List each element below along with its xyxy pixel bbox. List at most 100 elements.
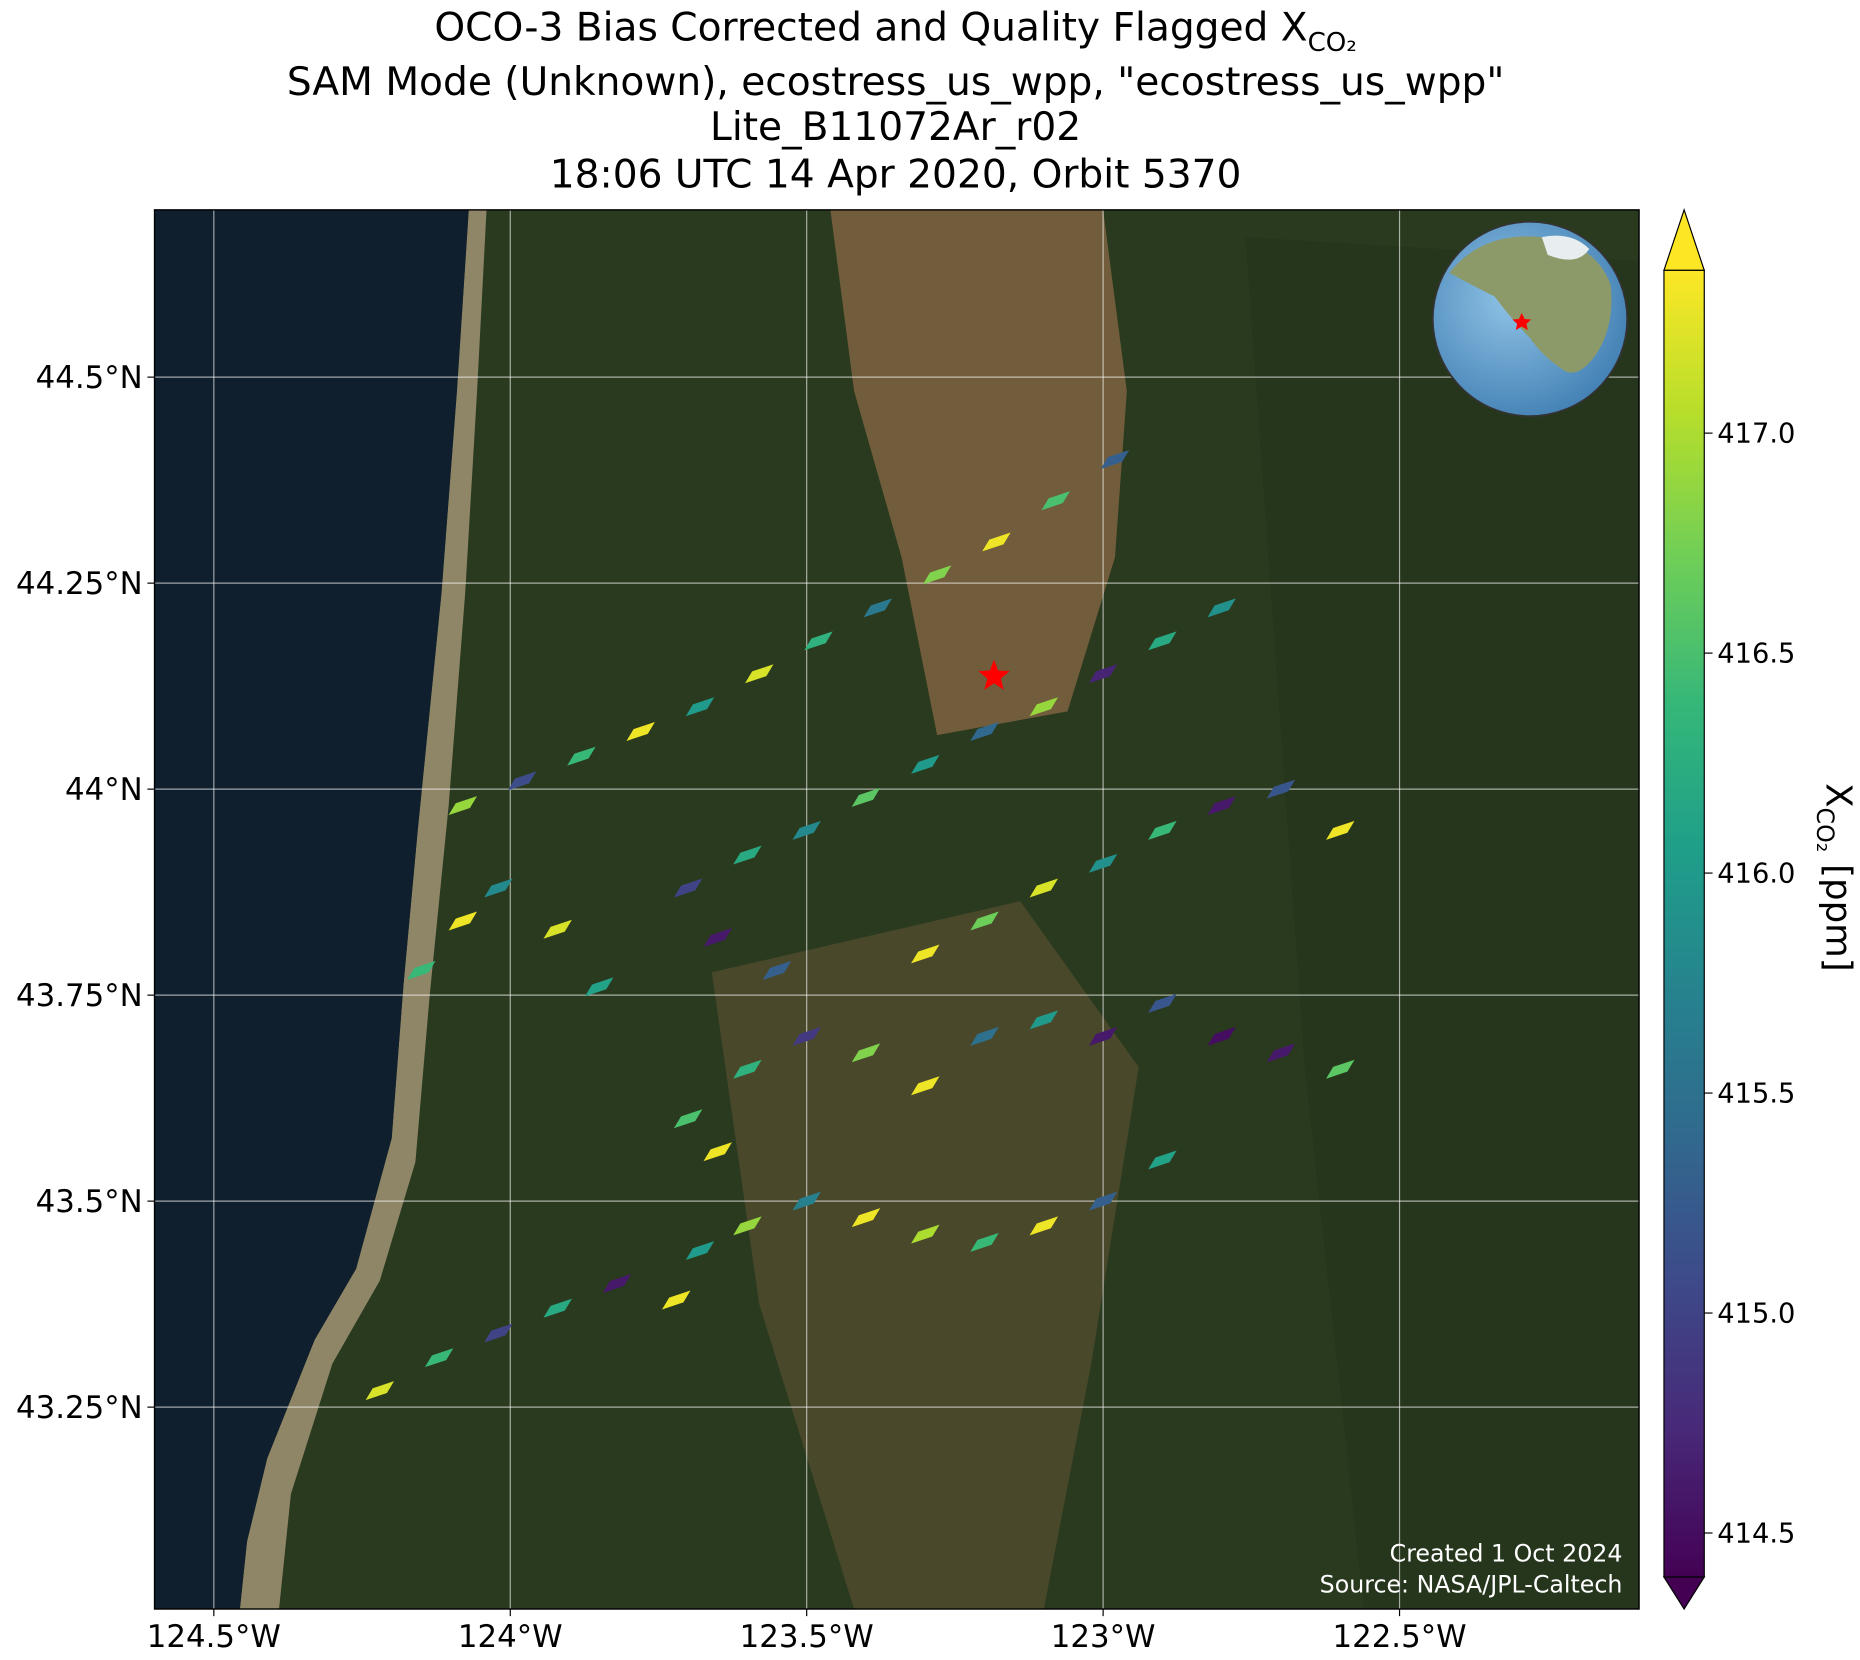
sounding: [733, 1059, 762, 1079]
y-tick-label: 43.75°N: [16, 978, 143, 1014]
sounding: [1029, 697, 1059, 717]
sounding: [703, 927, 732, 947]
sounding: [602, 1274, 632, 1294]
valley: [830, 209, 1127, 736]
sounding: [1029, 1010, 1059, 1030]
continent: [1449, 236, 1612, 373]
x-tick-label: 124.5°W: [147, 1619, 281, 1655]
sounding: [1148, 631, 1177, 651]
colorbar-tick-label: 416.5: [1717, 639, 1795, 670]
sounding: [851, 787, 881, 807]
colorbar-tick-label: 414.5: [1717, 1518, 1795, 1549]
sounding: [851, 1043, 881, 1063]
site-marker: [978, 659, 1010, 690]
sounding: [1207, 796, 1236, 816]
sounding: [745, 664, 774, 684]
sounding: [484, 878, 513, 898]
sounding: [703, 1142, 732, 1162]
colorbar-tick-label: 417.0: [1717, 419, 1795, 450]
sounding: [1029, 1216, 1059, 1236]
beach: [239, 209, 487, 1610]
title-subscript: CO₂: [1308, 28, 1357, 58]
title-text: OCO-3 Bias Corrected and Quality Flagged…: [434, 5, 1307, 50]
colorbar-label-unit: [ppm]: [1817, 864, 1858, 972]
ocean: [154, 209, 469, 1610]
sounding: [1088, 1026, 1118, 1046]
basemap: [154, 209, 1640, 1610]
sounding: [911, 944, 940, 964]
colorbar-tick-label: 415.5: [1717, 1079, 1795, 1110]
sounding: [762, 960, 792, 980]
forest: [1245, 237, 1640, 1610]
sounding: [424, 1348, 454, 1368]
sounding: [1326, 1059, 1355, 1079]
sounding: [584, 977, 614, 997]
colorbar-body: [1663, 269, 1705, 1578]
sounding: [1148, 1150, 1177, 1170]
sounding: [673, 878, 703, 898]
sounding: [1041, 491, 1070, 511]
sounding: [1207, 1026, 1236, 1046]
sounding: [365, 1381, 395, 1401]
y-tick-label: 44.25°N: [16, 566, 143, 602]
sounding: [543, 919, 572, 939]
sounding: [484, 1323, 513, 1343]
sounding: [970, 1026, 999, 1046]
sounding: [685, 697, 715, 717]
sounding: [1148, 820, 1177, 840]
sounding: [1266, 779, 1296, 799]
sounding: [733, 1216, 762, 1236]
sounding: [792, 820, 821, 840]
valley: [711, 901, 1139, 1610]
sounding: [970, 721, 999, 741]
title-line: 18:06 UTC 14 Apr 2020, Orbit 5370: [550, 152, 1242, 197]
sounding: [448, 796, 478, 816]
inset-globe: [1431, 220, 1629, 418]
soundings: [365, 450, 1355, 1401]
x-tick-label: 123.5°W: [740, 1619, 874, 1655]
colorbar-label-sub: CO₂: [1811, 808, 1839, 853]
sounding: [911, 1224, 940, 1244]
sounding: [1207, 598, 1236, 618]
colorbar-tick-label: 416.0: [1717, 859, 1795, 890]
y-tick-label: 43.5°N: [36, 1184, 143, 1220]
sounding: [567, 746, 596, 766]
annotation: Source: NASA/JPL-Caltech: [1320, 1570, 1623, 1598]
colorbar-label: XCO₂ [ppm]: [1811, 783, 1858, 971]
sounding: [1266, 1043, 1296, 1063]
sounding: [507, 771, 537, 791]
y-tick-label: 43.25°N: [16, 1390, 143, 1426]
sounding: [407, 960, 436, 980]
sounding: [982, 532, 1011, 552]
sounding: [733, 845, 762, 865]
globe-site: [1512, 313, 1532, 331]
grid: [154, 209, 1640, 1610]
y-tick-label: 44°N: [65, 772, 143, 808]
sounding: [626, 721, 655, 741]
colorbar-extend-min: [1662, 1576, 1706, 1611]
sounding: [922, 565, 952, 585]
colorbar-label-main: X: [1817, 783, 1858, 807]
ice: [1541, 235, 1590, 260]
sounding: [1100, 450, 1130, 470]
y-tick-label: 44.5°N: [36, 360, 143, 396]
sounding: [792, 1026, 821, 1046]
sounding: [1029, 878, 1059, 898]
sounding: [863, 598, 893, 618]
colorbar-extend-max: [1663, 207, 1706, 271]
colorbar-tick-label: 415.0: [1717, 1299, 1795, 1330]
sounding: [804, 631, 833, 651]
title-line: SAM Mode (Unknown), ecostress_us_wpp, "e…: [287, 60, 1505, 105]
sounding: [1088, 853, 1118, 873]
annotation: Created 1 Oct 2024: [1390, 1540, 1623, 1568]
x-tick-label: 122.5°W: [1332, 1619, 1466, 1655]
sounding: [1326, 820, 1355, 840]
x-tick-label: 123°W: [1051, 1619, 1156, 1655]
x-tick-label: 124°W: [458, 1619, 563, 1655]
sounding: [1148, 993, 1177, 1013]
sounding: [851, 1208, 881, 1228]
sounding: [970, 1232, 999, 1252]
sounding: [1088, 1191, 1118, 1211]
title-line: OCO-3 Bias Corrected and Quality Flagged…: [434, 5, 1356, 58]
